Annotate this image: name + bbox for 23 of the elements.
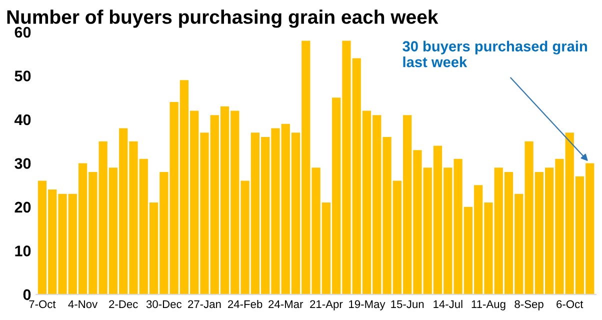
y-tick-label: 40 <box>14 114 31 126</box>
y-tick-label: 50 <box>14 70 31 82</box>
x-tick-label: 14-Jul <box>434 300 462 308</box>
x-tick-label: 2-Dec <box>109 300 138 308</box>
x-tick-label: 30-Dec <box>146 300 182 308</box>
x-tick-label: 6-Oct <box>556 300 584 308</box>
y-tick-label: 30 <box>14 158 31 169</box>
x-tick-label: 4-Nov <box>68 300 98 308</box>
x-tick-label: 8-Sep <box>514 300 544 310</box>
chart-title: Number of buyers purchasing grain each week <box>7 10 438 28</box>
x-tick-label: 19-May <box>349 300 386 310</box>
x-tick-label: 21-Apr <box>310 300 343 310</box>
x-tick-label: 27-Jan <box>188 300 221 308</box>
x-tick-label: 24-Mar <box>268 300 304 308</box>
x-tick-label: 11-Aug <box>472 300 506 310</box>
x-tick-label: 15-Jun <box>391 300 424 308</box>
annotation: 30 buyers purchased grain last week <box>402 40 587 68</box>
x-tick-label: 24-Feb <box>228 300 262 308</box>
x-tick-label: 7-Oct <box>29 300 56 308</box>
y-tick-label: 20 <box>14 202 31 213</box>
y-tick-label: 0 <box>23 289 31 300</box>
y-tick-label: 60 <box>14 26 31 38</box>
y-tick-label: 10 <box>15 246 31 256</box>
